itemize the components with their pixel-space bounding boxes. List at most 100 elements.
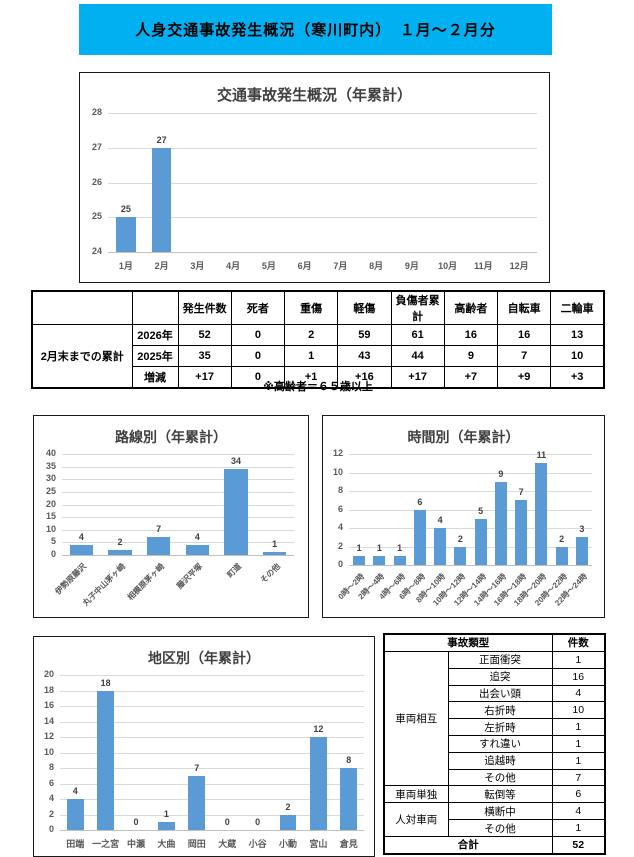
table-row: その他 1 [384, 819, 606, 837]
bar [147, 537, 171, 555]
summary-table: 発生件数 死者 重傷 軽傷 負傷者累計 高齢者 自転車 二輪車 2月末までの累計… [31, 290, 605, 389]
gridline [62, 529, 294, 531]
bar-value-label: 8 [346, 755, 352, 765]
gridline [108, 182, 537, 184]
count-cell: 10 [551, 701, 606, 720]
column-header: 自転車 [496, 290, 552, 325]
x-tick-label: 大蔵 [218, 839, 237, 849]
row-label: 2026年 [131, 324, 179, 346]
y-tick-label: 2 [48, 808, 54, 819]
count-cell: 7 [551, 768, 606, 787]
bar-value-label: 6 [417, 496, 423, 507]
gridline [60, 721, 364, 723]
gridline [60, 783, 364, 785]
x-tick-label: その他 [258, 561, 282, 586]
bar [413, 509, 426, 565]
bar [555, 546, 568, 565]
accident-type-table: 事故類型 件数 車両相互 正面衝突 1 追突 16 出会い頭 4 右折時 10 … [383, 633, 606, 855]
bar-value-label: 4 [78, 531, 84, 542]
data-cell: 9 [443, 345, 499, 367]
y-tick-label: 25 [91, 211, 102, 222]
row-label: 増減 [131, 366, 179, 389]
type-cell: 転倒等 [447, 785, 553, 804]
y-tick-label: 28 [91, 107, 102, 117]
bar [353, 555, 366, 565]
gridline [60, 690, 364, 692]
gridline [62, 491, 294, 493]
count-cell: 16 [551, 667, 606, 686]
y-tick-label: 18 [43, 684, 54, 695]
y-tick-label: 6 [48, 777, 54, 788]
bar-value-label: 0 [133, 817, 139, 827]
count-cell: 1 [551, 735, 606, 753]
table-row: 2月末までの累計 2026年 52 0 2 59 61 16 16 13 [31, 324, 605, 389]
data-cell: 52 [177, 324, 232, 346]
y-tick-label: 15 [45, 511, 56, 522]
column-header: 高齢者 [443, 290, 499, 325]
y-tick-label: 5 [50, 536, 56, 547]
x-tick-label: 7月 [333, 261, 348, 271]
total-label: 合計 [383, 835, 553, 855]
bar [474, 518, 487, 565]
bar-value-label: 34 [230, 456, 241, 467]
count-cell: 1 [551, 650, 606, 669]
data-cell: +1 [283, 366, 339, 389]
bar-value-label: 25 [120, 204, 131, 215]
count-cell: 6 [551, 785, 606, 804]
bar-value-label: 1 [376, 542, 382, 553]
gridline [60, 799, 364, 800]
y-tick-label: 10 [332, 466, 343, 477]
bar-value-label: 7 [156, 524, 162, 535]
x-tick-label: 10月 [438, 261, 458, 271]
row-label: 2025年 [131, 345, 179, 367]
gridline [60, 706, 364, 707]
gridline [60, 768, 364, 769]
x-tick-label: 2月 [154, 261, 169, 271]
y-tick-label: 2 [337, 540, 343, 551]
data-cell: 16 [443, 324, 499, 346]
bar-value-label: 1 [356, 542, 362, 553]
x-tick-label: 11月 [474, 261, 493, 271]
data-cell: 16 [496, 324, 552, 346]
x-tick-label: 5月 [261, 261, 276, 271]
gridline [62, 454, 294, 455]
table-row: 追越時 1 [384, 751, 606, 770]
y-tick-label: 8 [337, 485, 343, 495]
bar [515, 500, 528, 565]
y-tick-label: 4 [48, 793, 54, 803]
gridline [349, 546, 592, 548]
type-cell: 出会い頭 [447, 684, 553, 703]
count-cell: 1 [551, 718, 606, 736]
bar [575, 537, 588, 565]
type-cell: 右折時 [447, 701, 553, 720]
data-cell: 10 [550, 345, 605, 367]
x-tick-label: 12月 [509, 261, 529, 271]
bar [393, 555, 406, 565]
gridline [108, 147, 537, 149]
y-tick-label: 8 [48, 762, 54, 772]
gridline [60, 830, 364, 831]
bar-value-label: 1 [397, 542, 403, 553]
bar-value-label: 2 [457, 533, 463, 544]
bar-value-label: 0 [255, 817, 261, 827]
bar-value-label: 0 [224, 817, 230, 827]
y-tick-label: 35 [45, 460, 56, 471]
bar [434, 528, 447, 565]
data-cell: 61 [390, 324, 445, 346]
data-cell: 1 [283, 345, 339, 367]
bar [97, 690, 114, 830]
x-tick-label: 岡田 [187, 839, 206, 849]
table-row: 2025年 35 0 1 43 44 9 7 10 [32, 345, 605, 367]
data-cell: 44 [390, 345, 445, 367]
bar-value-label: 2 [559, 533, 565, 544]
bar [185, 544, 209, 555]
x-tick-label: 4月 [226, 261, 241, 271]
gridline [349, 509, 592, 511]
type-cell: すれ違い [447, 735, 553, 753]
gridline [60, 737, 364, 738]
bar-value-label: 3 [579, 524, 585, 535]
column-header: 件数 [551, 633, 606, 652]
bar [108, 549, 132, 555]
page-title: 人身交通事故発生概況（寒川町内） １月～２月分 [135, 22, 496, 39]
